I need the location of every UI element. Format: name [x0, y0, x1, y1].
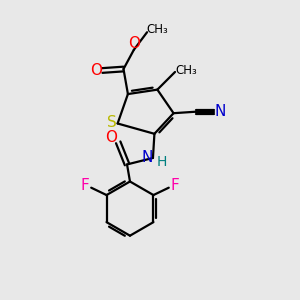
Text: O: O [128, 36, 140, 51]
Text: O: O [90, 63, 102, 78]
Text: F: F [170, 178, 179, 193]
Text: H: H [157, 155, 167, 170]
Text: O: O [105, 130, 117, 146]
Text: F: F [81, 178, 90, 193]
Text: CH₃: CH₃ [175, 64, 197, 77]
Text: N: N [142, 150, 153, 165]
Text: S: S [107, 115, 117, 130]
Text: N: N [215, 104, 226, 119]
Text: CH₃: CH₃ [146, 23, 168, 36]
